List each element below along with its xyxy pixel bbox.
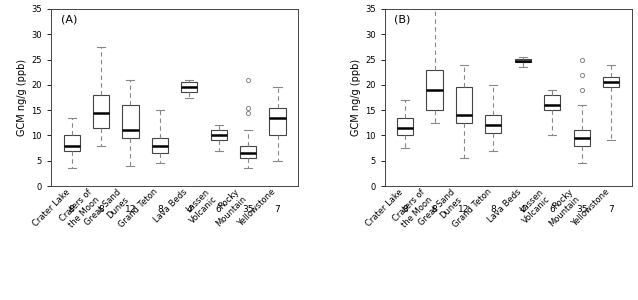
Text: 8: 8 — [157, 206, 163, 214]
Text: 4: 4 — [186, 206, 192, 214]
Text: 8: 8 — [403, 206, 408, 214]
Text: (B): (B) — [394, 14, 411, 24]
PathPatch shape — [544, 95, 560, 110]
Text: 6: 6 — [216, 206, 221, 214]
Y-axis label: GCM ng/g (ppb): GCM ng/g (ppb) — [17, 59, 27, 136]
Text: 8: 8 — [98, 206, 104, 214]
Text: 35: 35 — [576, 206, 588, 214]
PathPatch shape — [574, 130, 590, 146]
PathPatch shape — [122, 105, 138, 138]
Text: 7: 7 — [608, 206, 614, 214]
PathPatch shape — [240, 146, 256, 158]
PathPatch shape — [456, 87, 472, 123]
PathPatch shape — [603, 77, 619, 87]
PathPatch shape — [269, 108, 286, 135]
Text: 12: 12 — [125, 206, 136, 214]
PathPatch shape — [486, 115, 501, 133]
Text: (A): (A) — [61, 14, 77, 24]
Text: 8: 8 — [69, 206, 75, 214]
Text: 8: 8 — [491, 206, 496, 214]
PathPatch shape — [64, 135, 80, 151]
PathPatch shape — [515, 58, 531, 62]
Text: 4: 4 — [520, 206, 526, 214]
PathPatch shape — [181, 82, 197, 92]
Text: 12: 12 — [458, 206, 470, 214]
Text: 6: 6 — [549, 206, 555, 214]
Y-axis label: GCM ng/g (ppb): GCM ng/g (ppb) — [351, 59, 360, 136]
Text: 8: 8 — [432, 206, 438, 214]
PathPatch shape — [211, 130, 226, 140]
Text: 7: 7 — [274, 206, 280, 214]
Text: 35: 35 — [242, 206, 254, 214]
PathPatch shape — [152, 138, 168, 153]
PathPatch shape — [93, 95, 109, 128]
PathPatch shape — [397, 118, 413, 135]
PathPatch shape — [426, 70, 443, 110]
